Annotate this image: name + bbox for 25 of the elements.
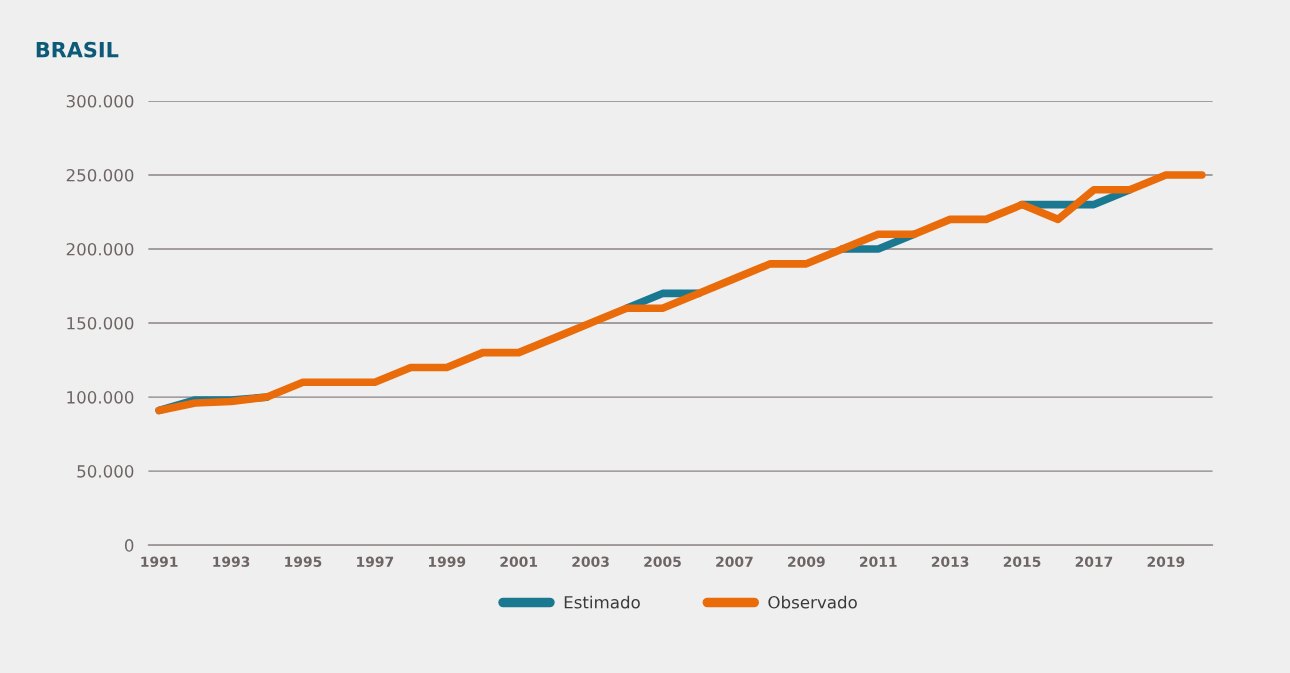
x-tick-label: 2009 <box>788 556 825 567</box>
x-tick-label: 2013 <box>931 556 969 567</box>
x-tick-label: 2007 <box>716 556 753 567</box>
y-tick-label: 200.000 <box>66 242 134 256</box>
x-tick-label: 2003 <box>572 556 609 567</box>
x-tick-label: 1999 <box>429 556 466 567</box>
legend-label: Observado <box>768 595 857 609</box>
x-tick-label: 1991 <box>141 556 178 567</box>
x-tick-label: 2011 <box>859 556 897 567</box>
y-tick-label: 250.000 <box>66 168 134 182</box>
y-tick-label: 150.000 <box>67 317 134 330</box>
x-tick-label: 2005 <box>644 556 681 567</box>
x-tick-label: 2017 <box>1075 556 1113 567</box>
legend-label: Estimado <box>564 595 640 609</box>
x-tick-label: 1995 <box>285 556 322 567</box>
x-tick-label: 1997 <box>357 556 394 567</box>
x-tick-label: 2019 <box>1147 556 1185 567</box>
x-tick-label: 2001 <box>500 556 538 567</box>
y-tick-label: 0 <box>124 539 134 552</box>
x-tick-label: 2015 <box>1003 556 1041 567</box>
y-tick-label: 300.000 <box>66 94 134 108</box>
y-tick-label: 100.000 <box>67 391 134 404</box>
x-tick-label: 1993 <box>213 556 250 567</box>
chart-title: BRASIL <box>36 41 119 58</box>
y-tick-label: 50.000 <box>77 465 134 478</box>
